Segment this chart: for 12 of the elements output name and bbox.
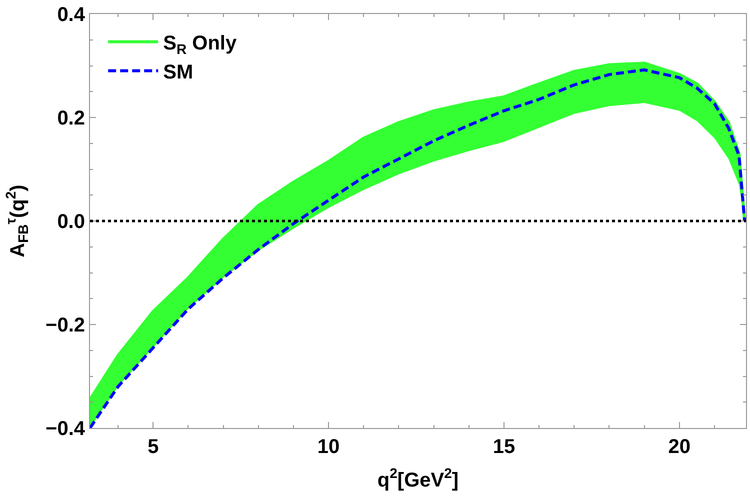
x-tick-label: 5	[148, 436, 159, 458]
y-tick-label: −0.2	[46, 314, 85, 336]
y-tick-label: 0.0	[57, 211, 85, 233]
y-tick-label: 0.4	[57, 4, 86, 26]
legend-label: S$_{R}$ Only	[163, 32, 238, 57]
legend-label: SM	[163, 62, 194, 84]
y-tick-label: 0.2	[57, 108, 85, 130]
x-axis-title: q$^{2}$[GeV$^{2}$]	[377, 465, 459, 492]
x-tick-label: 15	[492, 436, 516, 458]
x-tick-label: 10	[317, 436, 340, 458]
x-tick-label: 20	[668, 436, 690, 458]
y-tick-label: −0.4	[46, 418, 86, 440]
